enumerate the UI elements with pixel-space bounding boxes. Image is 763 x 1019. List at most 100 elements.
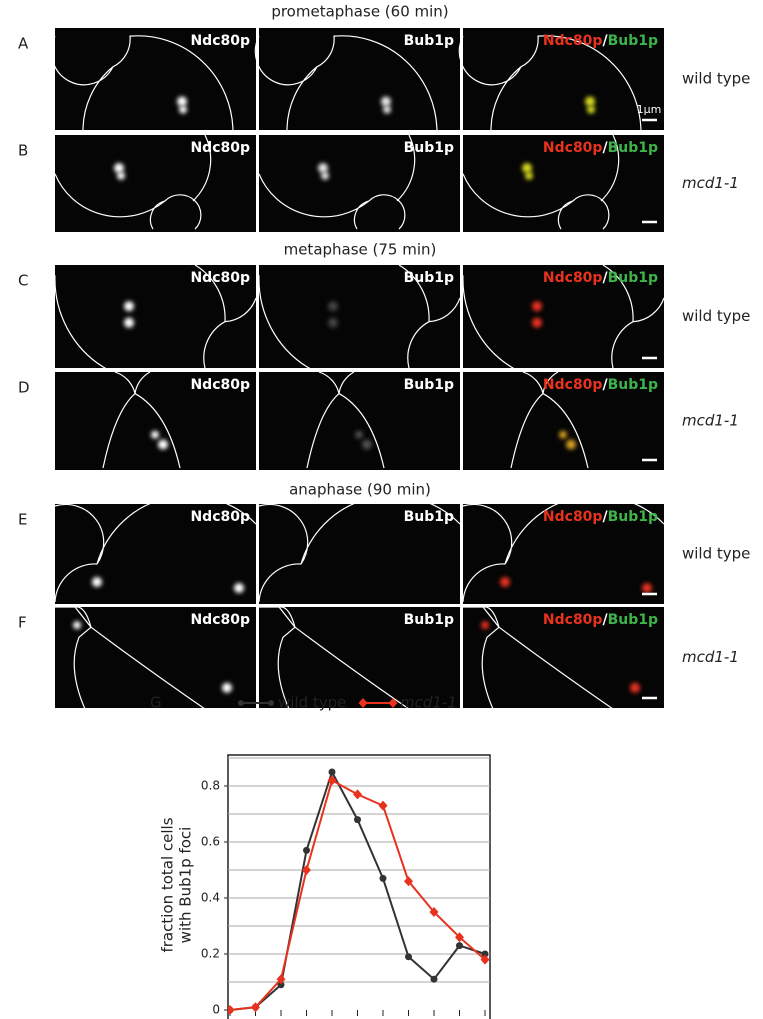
figure: prometaphase (60 min)Awild typeNdc80pBub… (0, 0, 763, 1019)
data-point (354, 816, 361, 823)
data-point (303, 847, 310, 854)
y-tick-label: 0.4 (201, 891, 220, 905)
fluorescent-spot (114, 163, 124, 173)
fluorescent-spot (124, 318, 134, 328)
channel-label: Ndc80p (190, 509, 250, 525)
panel-letter: C (18, 272, 28, 290)
panel-letter: F (18, 614, 27, 632)
fluorescent-spot (296, 577, 306, 587)
fluorescent-spot (559, 431, 567, 439)
merge-red: Ndc80p (543, 377, 603, 393)
merge-green: Bub1p (608, 612, 658, 628)
micrograph: Bub1p (255, 28, 460, 132)
fluorescent-spot (381, 96, 391, 106)
condition-label: wild type (682, 307, 750, 325)
legend-label: wild type (278, 694, 346, 712)
y-axis-label: with Bub1p foci (177, 827, 195, 944)
y-tick-label: 0.8 (201, 779, 220, 793)
fluorescent-spot (642, 583, 652, 593)
channel-label: Ndc80p (190, 33, 250, 49)
fluorescent-spot (522, 163, 532, 173)
legend-marker (238, 700, 244, 706)
merge-red: Ndc80p (543, 509, 603, 525)
micrograph: Ndc80p (55, 135, 256, 232)
micrograph: Ndc80p/Bub1p (463, 607, 664, 709)
fluorescent-spot (587, 106, 595, 114)
condition-label: wild type (682, 70, 750, 88)
merge-red: Ndc80p (543, 33, 603, 49)
merge-green: Bub1p (608, 377, 658, 393)
section-title: anaphase (90 min) (289, 481, 431, 499)
fluorescent-spot (383, 106, 391, 114)
fluorescent-spot (532, 318, 542, 328)
fluorescent-spot (177, 96, 187, 106)
channel-label: Ndc80p (190, 140, 250, 156)
fluorescent-spot (426, 683, 436, 693)
fluorescent-spot (328, 318, 338, 328)
merge-red: Ndc80p (543, 140, 603, 156)
data-point (456, 942, 463, 949)
channel-label: Bub1p (404, 377, 454, 393)
merge-green: Bub1p (608, 509, 658, 525)
condition-label: wild type (682, 545, 750, 563)
merge-red: Ndc80p (543, 612, 603, 628)
merge-label: Ndc80p/Bub1p (543, 270, 658, 286)
micrograph: Ndc80p/Bub1p (463, 135, 664, 232)
channel-label: Bub1p (404, 612, 454, 628)
data-point (431, 976, 438, 983)
channel-label: Bub1p (404, 140, 454, 156)
panel-letter: E (18, 511, 27, 529)
micrograph: Ndc80p (55, 372, 256, 470)
micrograph: Ndc80p (55, 496, 256, 604)
fluorescent-spot (585, 96, 595, 106)
fluorescent-spot (630, 683, 640, 693)
fluorescent-spot (328, 301, 338, 311)
fluorescent-spot (355, 431, 363, 439)
fluorescent-spot (318, 163, 328, 173)
channel-label: Ndc80p (190, 270, 250, 286)
condition-label: mcd1-1 (682, 174, 739, 192)
fluorescent-spot (222, 683, 232, 693)
fluorescent-spot (234, 583, 244, 593)
merge-label: Ndc80p/Bub1p (543, 33, 658, 49)
micrograph: Bub1p (259, 265, 460, 382)
micrograph: Ndc80p (51, 28, 256, 132)
condition-label: mcd1-1 (682, 648, 739, 666)
fluorescent-spot (566, 440, 576, 450)
scale-bar-label: 1μm (637, 103, 662, 116)
fluorescent-spot (532, 301, 542, 311)
channel-label: Ndc80p (190, 612, 250, 628)
channel-label: Bub1p (404, 33, 454, 49)
section-title: prometaphase (60 min) (271, 3, 448, 21)
merge-label: Ndc80p/Bub1p (543, 377, 658, 393)
data-point (380, 875, 387, 882)
panel-letter: D (18, 379, 30, 397)
fluorescent-spot (151, 431, 159, 439)
merge-label: Ndc80p/Bub1p (543, 140, 658, 156)
legend-marker (268, 700, 274, 706)
legend-label: mcd1-1 (400, 694, 457, 712)
fluorescent-spot (362, 440, 372, 450)
section-title: metaphase (75 min) (284, 241, 437, 259)
fluorescent-spot (124, 301, 134, 311)
panel-letter: B (18, 142, 28, 160)
fluorescent-spot (438, 583, 448, 593)
micrograph: Ndc80p/Bub1p 1μm (459, 28, 664, 132)
condition-label: mcd1-1 (682, 412, 739, 430)
fluorescent-spot (73, 621, 81, 629)
data-point (405, 953, 412, 960)
fluorescent-spot (500, 577, 510, 587)
panel-letter: A (18, 35, 29, 53)
y-tick-label: 0 (212, 1003, 220, 1017)
y-tick-label: 0.6 (201, 835, 220, 849)
fluorescent-spot (158, 440, 168, 450)
micrograph: Ndc80p/Bub1p (463, 372, 664, 470)
micrograph: Bub1p (259, 372, 460, 470)
fluorescent-spot (525, 172, 533, 180)
merge-green: Bub1p (608, 33, 658, 49)
merge-red: Ndc80p (543, 270, 603, 286)
fluorescent-spot (117, 172, 125, 180)
panel-letter: G (150, 694, 162, 712)
micrograph: Ndc80p (55, 265, 256, 382)
data-point (329, 769, 336, 776)
